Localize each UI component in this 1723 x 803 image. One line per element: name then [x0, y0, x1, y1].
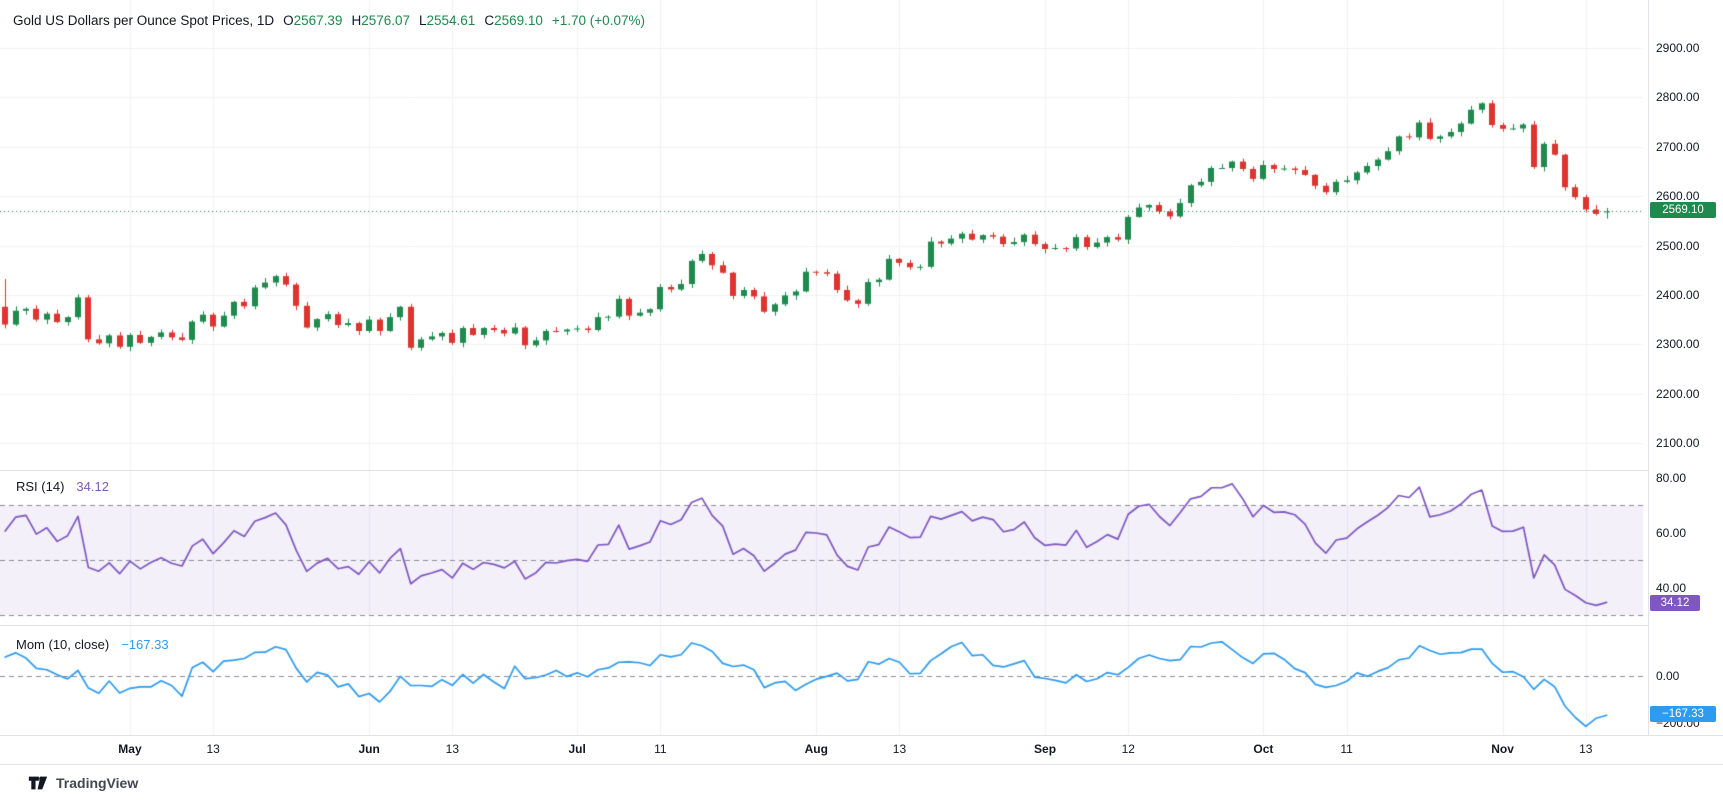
time-tick-aug: Aug	[804, 742, 828, 756]
time-tick-may: May	[118, 742, 142, 756]
price-scale[interactable]: 2900.00 2800.00 2700.00 2600.00 2500.00 2400.…	[1648, 0, 1723, 763]
price-tick-label: 2100.00	[1656, 436, 1700, 451]
mom-value-badge: −167.33	[1650, 706, 1716, 723]
mom-tick-label: 0.00	[1656, 668, 1680, 683]
ohlc-open: O 2567.39	[283, 13, 343, 28]
time-tick-oct: Oct	[1253, 742, 1274, 756]
time-tick-13: 13	[1579, 742, 1593, 756]
time-scale[interactable]: May 13 Jun 13 Jul 11 Aug 13 Sep 12 Oct 11 Nov 13	[0, 735, 1723, 765]
footer: TradingView	[0, 763, 1723, 803]
price-tick-label: 2700.00	[1656, 139, 1700, 154]
ohlc-high: H 2576.07	[351, 13, 410, 28]
symbol-title[interactable]: Gold US Dollars per Ounce Spot Prices, 1…	[13, 13, 275, 28]
tradingview-brand-link[interactable]: TradingView	[27, 772, 138, 794]
mom-label[interactable]: Mom (10, close)	[16, 637, 110, 652]
ohlc-low: L 2554.61	[419, 13, 476, 28]
rsi-current-value: 34.12	[76, 479, 109, 494]
time-tick-12: 12	[1121, 742, 1135, 756]
price-tick-label: 2800.00	[1656, 90, 1700, 105]
time-tick-jun: Jun	[358, 742, 380, 756]
price-value-badge: 2569.10	[1650, 202, 1716, 219]
price-tick-label: 2400.00	[1656, 287, 1700, 302]
chart-canvas[interactable]	[0, 0, 1648, 735]
time-tick-13: 13	[445, 742, 460, 756]
price-tick-label: 2200.00	[1656, 386, 1700, 401]
rsi-tick-label: 80.00	[1656, 470, 1687, 485]
time-tick-11: 11	[654, 742, 667, 756]
rsi-value-badge: 34.12	[1650, 595, 1700, 612]
price-tick-label: 2300.00	[1656, 337, 1700, 352]
price-change: +1.70 (+0.07%)	[551, 13, 645, 28]
tradingview-brand-name: TradingView	[56, 775, 139, 791]
pane-separator-price-rsi[interactable]	[0, 470, 1723, 471]
time-tick-nov: Nov	[1491, 742, 1514, 756]
price-tick-label: 2600.00	[1656, 189, 1700, 204]
time-tick-13: 13	[892, 742, 907, 756]
rsi-legend: RSI (14) 34.12	[16, 479, 109, 494]
rsi-label[interactable]: RSI (14)	[16, 479, 65, 494]
rsi-tick-label: 60.00	[1656, 525, 1687, 540]
time-tick-sep: Sep	[1034, 742, 1057, 756]
tradingview-logo-icon	[28, 776, 48, 790]
time-tick-13: 13	[206, 742, 220, 756]
price-tick-label: 2500.00	[1656, 238, 1700, 253]
pane-separator-rsi-mom[interactable]	[0, 625, 1723, 626]
ohlc-close: C 2569.10	[484, 13, 543, 28]
mom-legend: Mom (10, close) −167.33	[16, 637, 169, 652]
time-tick-jul: Jul	[568, 742, 586, 756]
price-tick-label: 2900.00	[1656, 41, 1700, 55]
time-tick-11: 11	[1340, 742, 1353, 756]
mom-current-value: −167.33	[121, 637, 169, 652]
symbol-legend: Gold US Dollars per Ounce Spot Prices, 1…	[13, 13, 645, 28]
rsi-tick-label: 40.00	[1656, 580, 1687, 595]
